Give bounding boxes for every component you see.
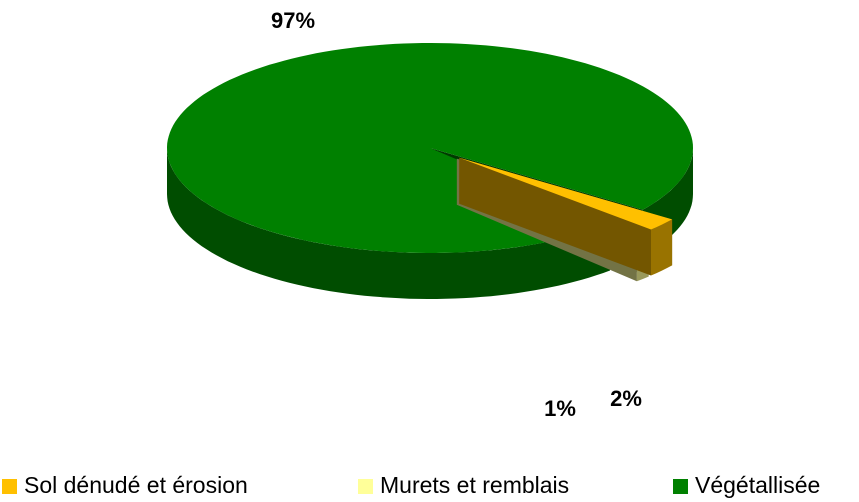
slice-side — [167, 148, 610, 299]
legend-swatch — [673, 479, 688, 494]
slice-wall — [459, 157, 651, 276]
data-label: 2% — [610, 386, 642, 411]
legend-label: Sol dénudé et érosion — [24, 472, 248, 498]
slice-side — [651, 219, 673, 276]
data-label: 1% — [544, 396, 576, 421]
legend-swatch — [2, 479, 17, 494]
legend-label: Murets et remblais — [380, 472, 569, 498]
legend-label: Végétallisée — [695, 472, 820, 498]
slice — [167, 43, 693, 253]
slice — [459, 157, 673, 230]
legend-swatch — [358, 479, 373, 494]
data-label: 97% — [271, 8, 315, 33]
